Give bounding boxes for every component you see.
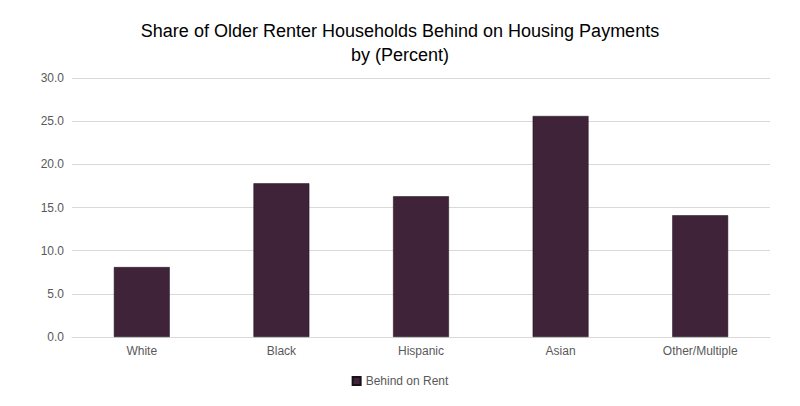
svg-text:5.0: 5.0	[47, 287, 64, 301]
svg-text:Other/Multiple: Other/Multiple	[663, 344, 738, 358]
svg-text:0.0: 0.0	[47, 330, 64, 344]
svg-text:Black: Black	[267, 344, 297, 358]
svg-text:Hispanic: Hispanic	[398, 344, 444, 358]
svg-text:20.0: 20.0	[41, 157, 65, 171]
svg-text:30.0: 30.0	[41, 71, 65, 85]
svg-text:Behind on Rent: Behind on Rent	[366, 374, 449, 388]
svg-text:Share of Older Renter Househol: Share of Older Renter Households Behind …	[141, 21, 659, 41]
svg-text:15.0: 15.0	[41, 201, 65, 215]
svg-text:25.0: 25.0	[41, 114, 65, 128]
svg-text:10.0: 10.0	[41, 244, 65, 258]
svg-text:Asian: Asian	[546, 344, 576, 358]
svg-text:White: White	[126, 344, 157, 358]
svg-text:by (Percent): by (Percent)	[351, 45, 449, 65]
